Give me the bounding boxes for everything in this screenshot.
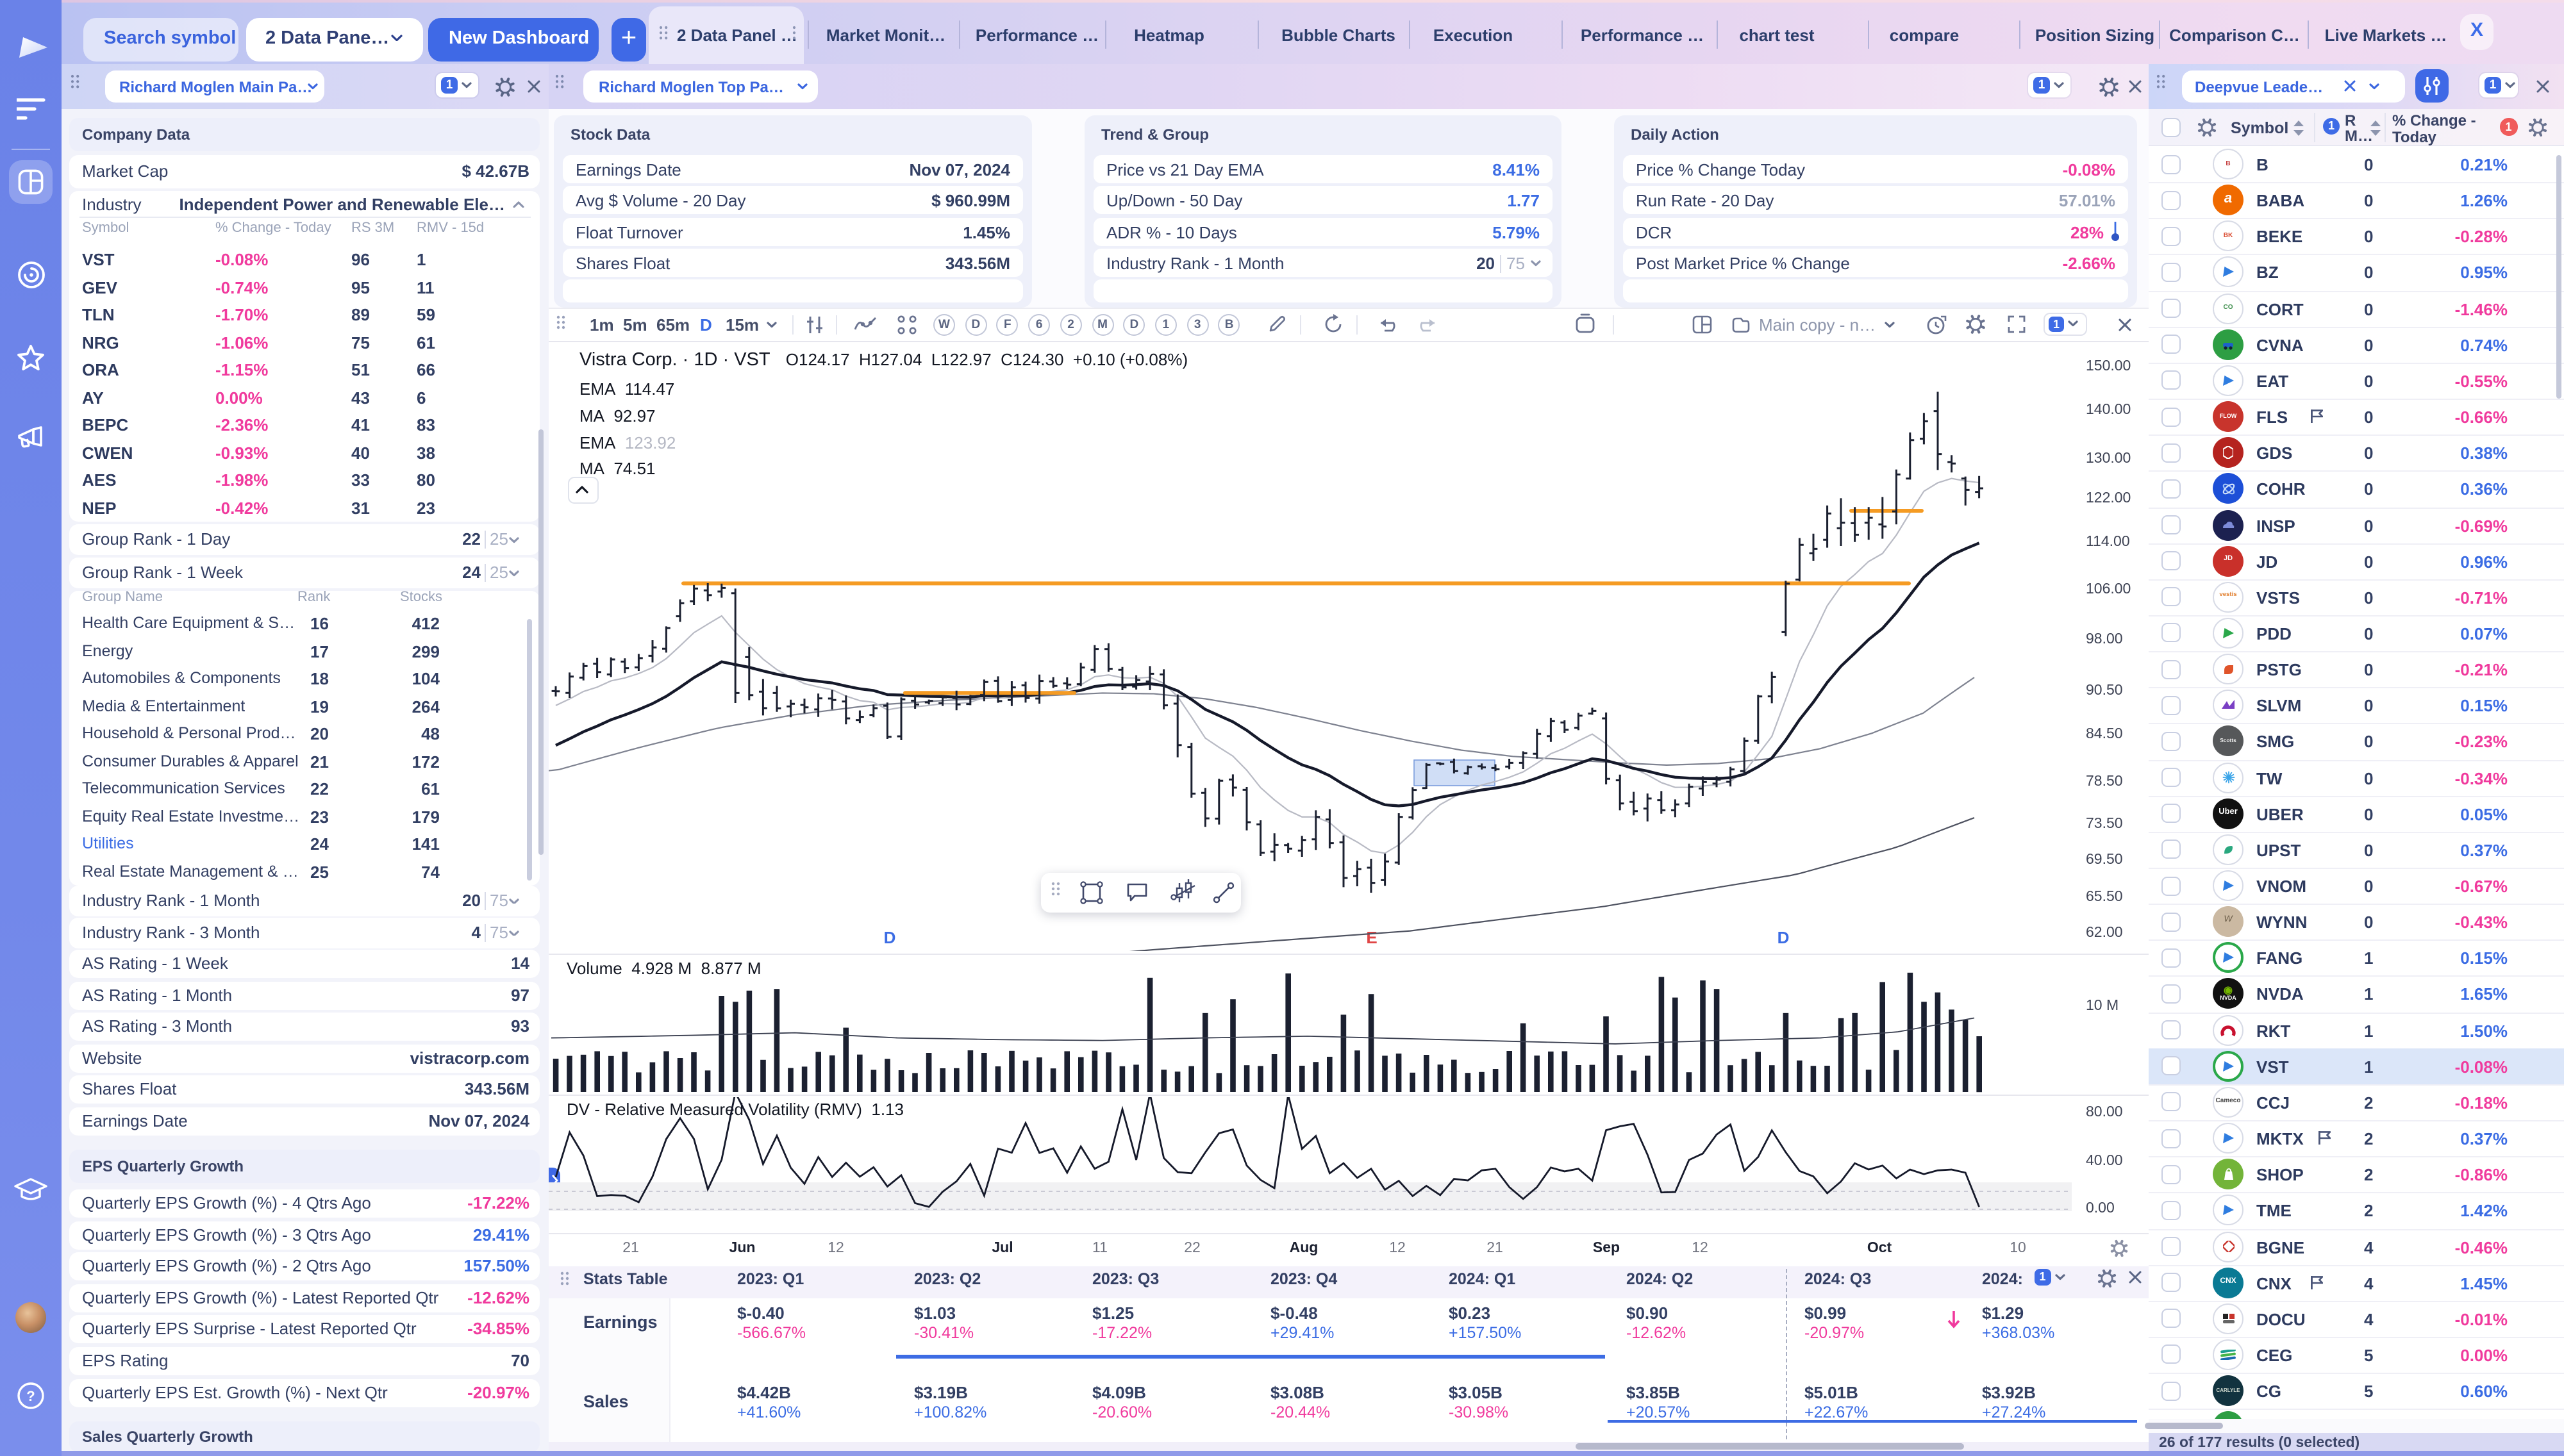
svg-text:?: ? [26, 1388, 35, 1404]
